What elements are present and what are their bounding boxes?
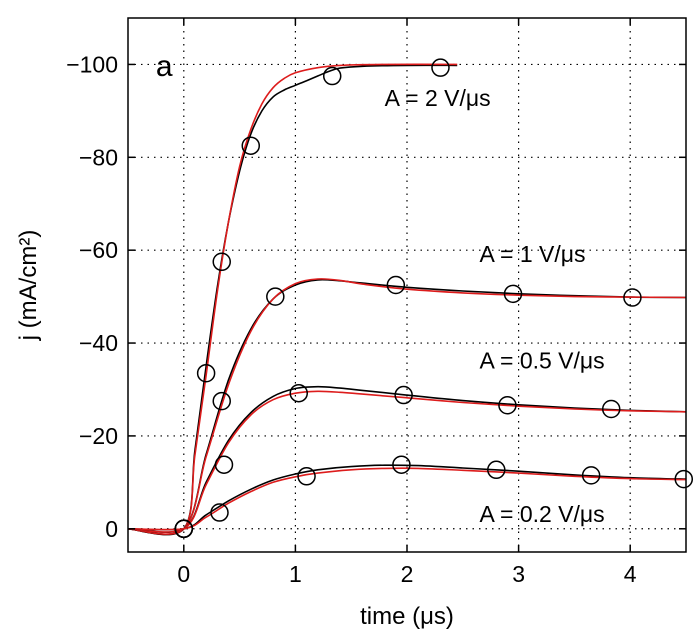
plot-markers (174, 58, 694, 539)
data-marker-3 (210, 503, 229, 522)
data-marker-3 (581, 466, 601, 485)
fit-curve-1 (127, 278, 687, 535)
text-labels: a time (μs) j (mA/cm²) A = 2 V/μs A = 1 V… (15, 50, 605, 630)
y-tick-label: −40 (79, 330, 118, 356)
panel-label: a (156, 50, 173, 83)
axis-ticks: 0 1 2 3 4 0 −20 −40 −60 −80 −100 (66, 18, 686, 587)
data-marker-1 (266, 287, 285, 306)
data-marker-0 (322, 66, 342, 86)
data-marker-3 (214, 455, 234, 474)
x-axis-label: time (μs) (360, 603, 454, 630)
x-tick-label: 0 (177, 561, 190, 587)
data-marker-1 (503, 284, 523, 304)
fit-curve-0 (127, 63, 458, 536)
series-annotation-3: A = 0.2 V/μs (480, 501, 605, 527)
data-marker-0 (212, 252, 231, 272)
data-marker-2 (212, 391, 231, 411)
series-annotation-0: A = 2 V/μs (385, 85, 491, 111)
data-marker-3 (487, 460, 506, 480)
y-tick-label: −100 (66, 51, 118, 77)
data-marker-3 (392, 455, 411, 474)
y-tick-label: 0 (105, 516, 118, 542)
x-tick-label: 3 (512, 561, 525, 587)
data-marker-0 (241, 136, 261, 155)
data-marker-2 (394, 385, 413, 405)
fit-curve-2 (127, 390, 687, 533)
series-annotation-2: A = 0.5 V/μs (480, 348, 605, 374)
x-tick-label: 4 (624, 561, 637, 587)
data-marker-2 (289, 383, 308, 403)
measured-curve-3 (127, 464, 687, 531)
y-tick-label: −20 (79, 423, 118, 449)
data-marker-1 (386, 275, 406, 295)
data-marker-1 (196, 363, 216, 383)
y-tick-label: −60 (79, 237, 118, 263)
data-marker-0 (431, 58, 450, 77)
data-marker-1 (623, 288, 642, 307)
y-axis-label: j (mA/cm²) (15, 230, 42, 342)
y-tick-label: −80 (79, 144, 118, 170)
series-annotation-1: A = 1 V/μs (480, 241, 586, 267)
data-marker-2 (498, 396, 517, 415)
data-marker-2 (601, 399, 621, 419)
x-tick-label: 2 (401, 561, 414, 587)
data-marker-3 (674, 469, 694, 489)
data-marker-3 (297, 467, 316, 486)
x-tick-label: 1 (289, 561, 302, 587)
fit-curve-3 (127, 467, 687, 531)
data-marker-3 (174, 519, 194, 539)
plot-curves (127, 63, 687, 536)
measured-curve-0 (127, 64, 458, 536)
